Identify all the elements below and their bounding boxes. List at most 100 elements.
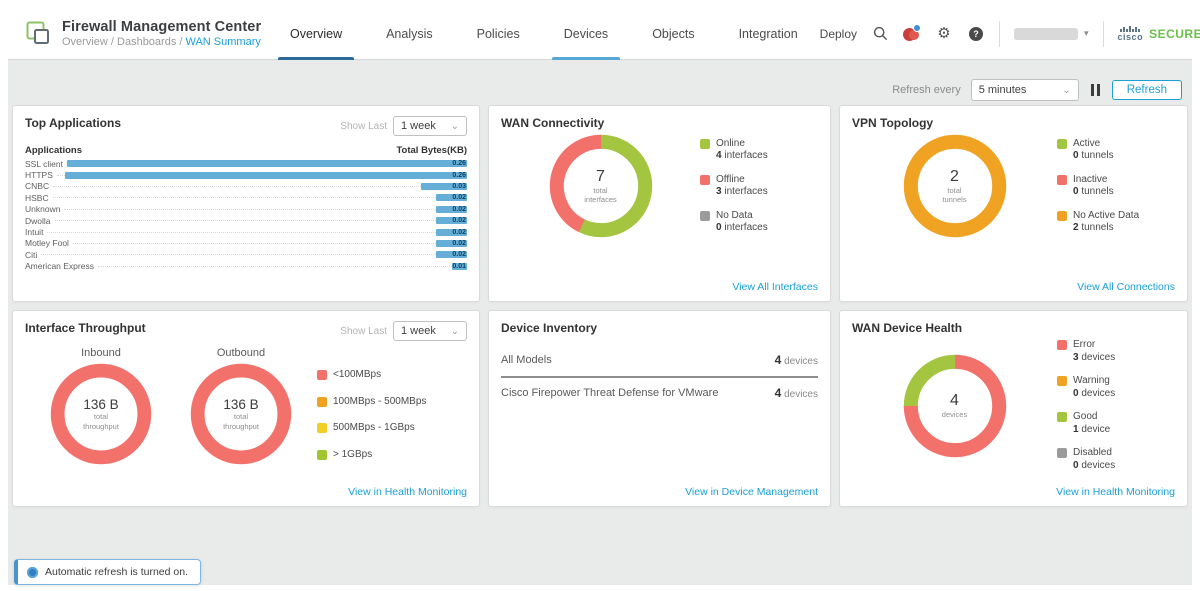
legend-item: No Active Data 2 tunnels [1057, 210, 1173, 235]
tab-devices[interactable]: Devices [542, 8, 630, 60]
pause-refresh-button[interactable] [1089, 82, 1102, 98]
tab-policies[interactable]: Policies [476, 26, 520, 41]
refresh-interval-select[interactable]: 5 minutes ⌄ [970, 79, 1079, 101]
search-icon[interactable] [871, 25, 889, 43]
breadcrumb[interactable]: Overview / Dashboards / WAN Summary [62, 36, 261, 50]
cards-grid: Top Applications Show Last 1 week ⌄ Appl… [8, 105, 1192, 507]
bytes-column-header: Total Bytes(KB) [396, 145, 467, 156]
legend-item: Offline 3 interfaces [700, 174, 816, 199]
device-health-donut-chart: 4 devices [903, 354, 1007, 458]
donut-total: 7 [596, 167, 605, 185]
wan-connectivity-donut-chart: 7 total interfaces [549, 134, 653, 238]
legend-swatch [317, 396, 327, 407]
device-inventory-table: All Models 4 devices Cisco Firepower Threa… [501, 345, 818, 409]
view-in-health-monitoring-link[interactable]: View in Health Monitoring [1056, 486, 1175, 498]
legend-item: Error 3 devices [1057, 339, 1173, 364]
notifications-icon[interactable] [903, 23, 922, 42]
app-bar-row: Dwolla 0.02 [25, 215, 467, 226]
dashboard-content: Refresh every 5 minutes ⌄ Refresh Top Ap… [8, 60, 1192, 585]
table-row: Cisco Firepower Threat Defense for VMwar… [501, 386, 818, 400]
cisco-secure-logo: cisco SECURE [1118, 25, 1200, 42]
secure-wordmark: SECURE [1149, 26, 1200, 41]
tab-overview[interactable]: Overview [268, 8, 364, 60]
deploy-button[interactable]: Deploy [819, 26, 858, 41]
app-bar-row: HTTPS 0.26 [25, 170, 467, 181]
card-top-applications: Top Applications Show Last 1 week ⌄ Appl… [12, 105, 480, 302]
card-wan-connectivity: WAN Connectivity 7 total interfaces Onli… [488, 105, 831, 302]
app-bar-row: Intuit 0.02 [25, 227, 467, 238]
app-bar-row: Citi 0.02 [25, 249, 467, 260]
tab-analysis[interactable]: Analysis [386, 26, 433, 41]
apps-bar-chart: SSL client 0.26 HTTPS 0.26 CNBC 0.03 HSBC 0.02 U… [25, 158, 467, 272]
device-health-legend: Error 3 devices Warning 0 devices Good 1 devi… [1057, 339, 1175, 472]
refresh-button[interactable]: Refresh [1111, 80, 1182, 100]
legend-item: Warning 0 devices [1057, 375, 1173, 400]
legend-item: Inactive 0 tunnels [1057, 174, 1173, 199]
chevron-down-icon: ⌄ [450, 325, 459, 337]
legend-item: 500MBps - 1GBps [317, 422, 465, 435]
card-title: VPN Topology [852, 116, 934, 130]
legend-swatch [1057, 210, 1067, 221]
legend-swatch [1057, 448, 1067, 458]
user-name-redacted [1014, 27, 1079, 40]
breadcrumb-path: Overview / Dashboards / [62, 35, 183, 48]
alert-deploy-dot [909, 29, 920, 40]
app-bar-row: Unknown 0.02 [25, 204, 467, 215]
gear-icon[interactable]: ⚙ [937, 25, 951, 42]
outbound-total: 136 B [223, 397, 259, 413]
header-actions: Deploy ⚙ ? ▾ cisco SECURE [819, 20, 1200, 47]
outbound-throughput-group: Outbound 136 B total throughput [190, 343, 292, 465]
user-menu[interactable]: ▾ [1014, 27, 1089, 40]
legend-item: > 1GBps [317, 449, 465, 462]
fmc-logo-icon [26, 21, 49, 44]
header-divider-2 [1102, 20, 1104, 47]
card-wan-device-health: WAN Device Health 4 devices Error 3 devic… [839, 310, 1188, 507]
legend-swatch [700, 174, 710, 185]
show-last-label: Show Last [340, 120, 387, 132]
inbound-donut-chart: 136 B total throughput [50, 363, 152, 465]
donut-total: 2 [950, 167, 959, 185]
card-title: WAN Connectivity [501, 116, 605, 130]
view-all-interfaces-link[interactable]: View All Interfaces [732, 281, 818, 293]
refresh-every-label: Refresh every [892, 84, 961, 96]
view-in-health-monitoring-link[interactable]: View in Health Monitoring [348, 486, 467, 498]
help-icon[interactable]: ? [967, 25, 985, 43]
top-header: Firewall Management Center Overview / Da… [8, 8, 1200, 60]
throughput-legend: <100MBps 100MBps - 500MBps 500MBps - 1GBps… [317, 343, 467, 465]
auto-refresh-toast: Automatic refresh is turned on. [14, 559, 201, 585]
title-block: Firewall Management Center Overview / Da… [62, 18, 261, 50]
legend-swatch [1057, 412, 1067, 422]
inbound-throughput-group: Inbound 136 B total throughput [50, 343, 152, 465]
time-range-select[interactable]: 1 week ⌄ [393, 321, 467, 341]
time-range-select[interactable]: 1 week ⌄ [393, 116, 467, 136]
brand-area: Firewall Management Center Overview / Da… [8, 18, 308, 50]
legend-item: No Data 0 interfaces [700, 210, 816, 235]
legend-item: <100MBps [317, 369, 465, 382]
donut-total: 4 [950, 391, 959, 409]
wan-connectivity-legend: Online 4 interfaces Offline 3 interfaces No … [700, 134, 818, 238]
legend-swatch [1057, 138, 1067, 149]
main-nav: Overview Analysis Policies Devices Objects In… [268, 8, 820, 60]
apps-table-header: Applications Total Bytes(KB) [25, 145, 467, 156]
inbound-total: 136 B [83, 397, 119, 413]
info-icon [27, 566, 38, 578]
page-title: Firewall Management Center [62, 18, 262, 35]
view-in-device-management-link[interactable]: View in Device Management [685, 486, 818, 498]
legend-swatch [700, 210, 710, 221]
app-bar-row: American Express 0.01 [25, 261, 467, 272]
view-all-connections-link[interactable]: View All Connections [1077, 281, 1175, 293]
card-title: WAN Device Health [852, 321, 963, 335]
chevron-down-icon: ▾ [1084, 28, 1089, 38]
refresh-interval-value: 5 minutes [978, 84, 1027, 96]
legend-item: Good 1 device [1057, 411, 1173, 436]
card-title: Top Applications [25, 116, 121, 130]
legend-swatch [317, 423, 327, 433]
legend-item: 100MBps - 500MBps [317, 396, 465, 409]
toast-message: Automatic refresh is turned on. [45, 566, 188, 578]
card-title: Interface Throughput [25, 321, 146, 335]
app-window: Firewall Management Center Overview / Da… [8, 0, 1200, 585]
tab-objects[interactable]: Objects [652, 26, 695, 41]
tab-integration[interactable]: Integration [738, 26, 798, 41]
notification-badge [913, 23, 922, 32]
outbound-donut-chart: 136 B total throughput [190, 363, 292, 465]
